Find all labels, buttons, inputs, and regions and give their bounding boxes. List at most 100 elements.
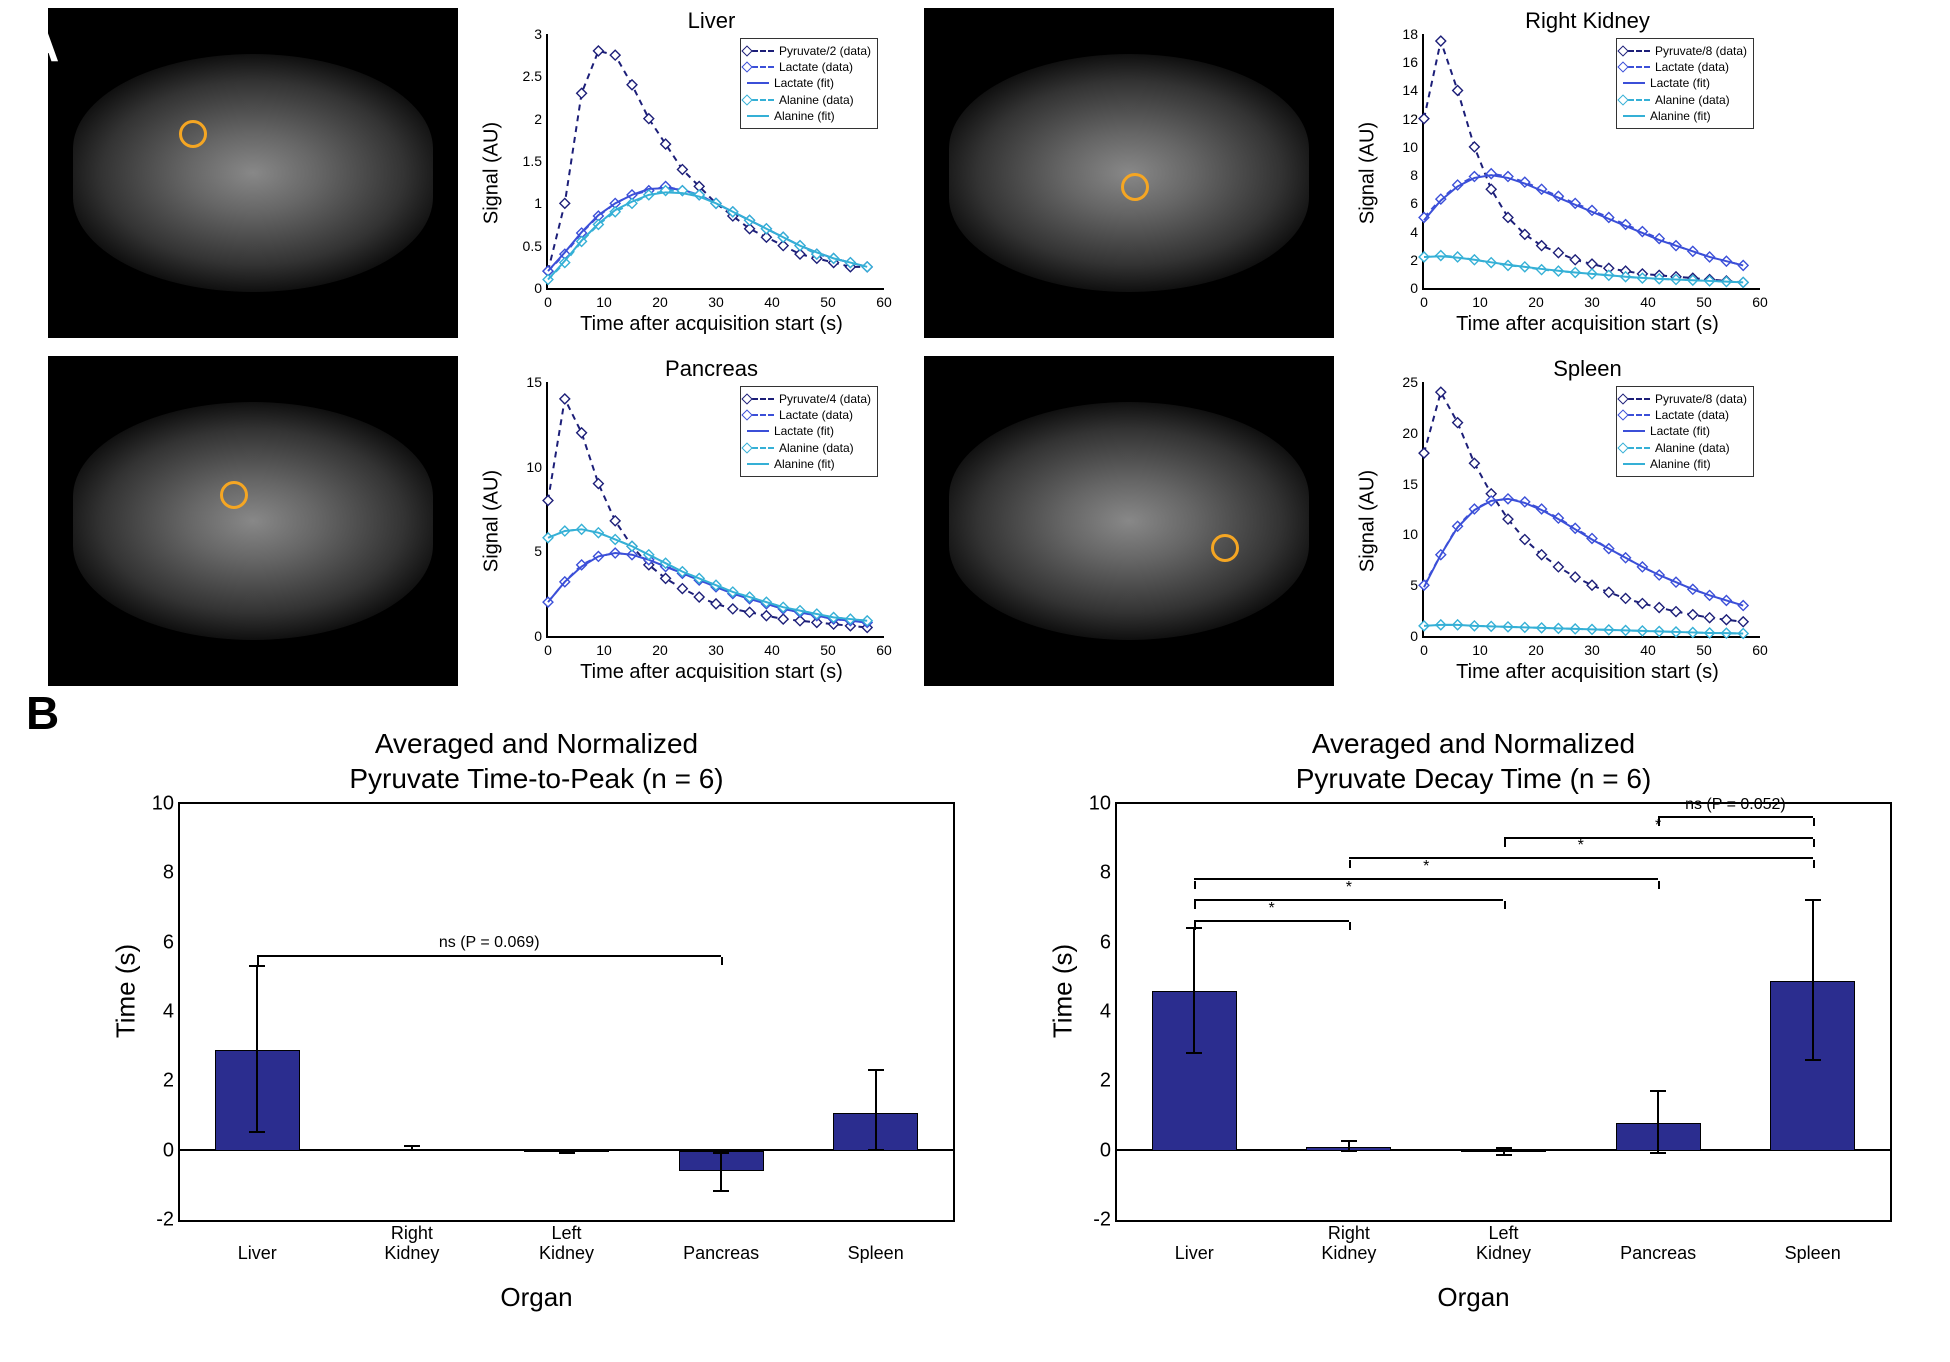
ytick: 14: [1384, 82, 1418, 98]
legend-item: Lactate (data): [747, 59, 871, 75]
category-label: RightKidney: [1289, 1224, 1409, 1264]
ytick: 0: [134, 1139, 174, 1162]
ytick: -2: [1071, 1209, 1111, 1232]
xtick: 30: [708, 294, 724, 310]
chart-right-kidney: Right Kidney Signal (AU) Time after acqu…: [1362, 8, 1772, 338]
xtick: 50: [820, 642, 836, 658]
ytick: 15: [508, 374, 542, 390]
significance-label: *: [1578, 837, 1584, 855]
xtick: 10: [596, 294, 612, 310]
ytick: 10: [1384, 139, 1418, 155]
legend: Pyruvate/8 (data)Lactate (data)Lactate (…: [1616, 38, 1754, 129]
xtick: 40: [1640, 294, 1656, 310]
chart-xlabel: Time after acquisition start (s): [580, 313, 843, 336]
ytick: 2.5: [508, 68, 542, 84]
ytick: 8: [1384, 167, 1418, 183]
ytick: 0: [508, 280, 542, 296]
significance-label: *: [1268, 900, 1274, 918]
xtick: 30: [708, 642, 724, 658]
legend-label: Pyruvate/8 (data): [1655, 391, 1747, 407]
legend-item: Alanine (fit): [1623, 456, 1747, 472]
xtick: 50: [820, 294, 836, 310]
chart-liver: Liver Signal (AU) Time after acquisition…: [486, 8, 896, 338]
bar-ylabel: Time (s): [1048, 944, 1079, 1038]
legend-item: Lactate (fit): [1623, 75, 1747, 91]
xtick: 0: [544, 642, 552, 658]
bar-xlabel: Organ: [108, 1282, 965, 1313]
roi-marker: [1121, 173, 1149, 201]
xtick: 10: [1472, 294, 1488, 310]
ytick: 3: [508, 26, 542, 42]
category-label: Liver: [197, 1244, 317, 1264]
ytick: 8: [134, 862, 174, 885]
mri-pancreas: [48, 356, 458, 686]
chart-ylabel: Signal (AU): [481, 122, 504, 224]
ytick: 6: [1384, 195, 1418, 211]
xtick: 40: [1640, 642, 1656, 658]
xtick: 60: [1752, 642, 1768, 658]
ytick: 16: [1384, 54, 1418, 70]
ytick: 2: [134, 1070, 174, 1093]
ytick: 5: [1384, 577, 1418, 593]
legend-item: Alanine (data): [747, 92, 871, 108]
legend-item: Lactate (data): [747, 407, 871, 423]
chart-xlabel: Time after acquisition start (s): [580, 661, 843, 684]
chart-ylabel: Signal (AU): [481, 470, 504, 572]
xtick: 0: [1420, 642, 1428, 658]
ytick: 10: [1071, 793, 1111, 816]
ytick: 10: [134, 793, 174, 816]
legend-item: Alanine (data): [747, 440, 871, 456]
ytick: 10: [1384, 526, 1418, 542]
category-label: LeftKidney: [507, 1224, 627, 1264]
legend-label: Alanine (data): [1655, 440, 1730, 456]
ytick: 6: [134, 931, 174, 954]
legend-item: Alanine (data): [1623, 440, 1747, 456]
legend-label: Lactate (fit): [774, 75, 834, 91]
panel-b-label: B: [26, 686, 59, 740]
significance-label: *: [1423, 858, 1429, 876]
ytick: 20: [1384, 425, 1418, 441]
ytick: 15: [1384, 476, 1418, 492]
chart-xlabel: Time after acquisition start (s): [1456, 661, 1719, 684]
panel-a-label: A: [26, 18, 59, 72]
legend-label: Lactate (data): [779, 59, 853, 75]
legend-label: Lactate (data): [779, 407, 853, 423]
legend: Pyruvate/4 (data)Lactate (data)Lactate (…: [740, 386, 878, 477]
chart-ylabel: Signal (AU): [1357, 122, 1380, 224]
xtick: 0: [1420, 294, 1428, 310]
legend-item: Alanine (fit): [747, 456, 871, 472]
category-label: Spleen: [816, 1244, 936, 1264]
legend-item: Lactate (fit): [1623, 423, 1747, 439]
legend-label: Lactate (fit): [1650, 75, 1710, 91]
legend-item: Alanine (data): [1623, 92, 1747, 108]
bar-chart-1: Averaged and NormalizedPyruvate Decay Ti…: [1045, 726, 1902, 1256]
legend-item: Lactate (data): [1623, 407, 1747, 423]
ytick: 18: [1384, 26, 1418, 42]
legend-label: Lactate (fit): [1650, 423, 1710, 439]
xtick: 20: [1528, 294, 1544, 310]
chart-pancreas: Pancreas Signal (AU) Time after acquisit…: [486, 356, 896, 686]
ytick: 25: [1384, 374, 1418, 390]
ytick: 8: [1071, 862, 1111, 885]
significance-label: *: [1346, 879, 1352, 897]
bar-chart-0: Averaged and NormalizedPyruvate Time-to-…: [108, 726, 965, 1256]
legend-label: Lactate (data): [1655, 59, 1729, 75]
bar-title: Averaged and NormalizedPyruvate Decay Ti…: [1045, 726, 1902, 796]
ytick: 12: [1384, 111, 1418, 127]
ytick: 0: [1384, 628, 1418, 644]
bar-ylabel: Time (s): [111, 944, 142, 1038]
xtick: 20: [1528, 642, 1544, 658]
panel-a: A Liver Signal (AU) Time after acquisiti…: [8, 8, 1942, 686]
xtick: 10: [1472, 642, 1488, 658]
xtick: 30: [1584, 294, 1600, 310]
legend-label: Pyruvate/8 (data): [1655, 43, 1747, 59]
ytick: 4: [1384, 224, 1418, 240]
xtick: 50: [1696, 642, 1712, 658]
legend-item: Alanine (fit): [747, 108, 871, 124]
ytick: 10: [508, 459, 542, 475]
xtick: 40: [764, 294, 780, 310]
bar-xlabel: Organ: [1045, 1282, 1902, 1313]
legend: Pyruvate/8 (data)Lactate (data)Lactate (…: [1616, 386, 1754, 477]
mri-right-kidney: [924, 8, 1334, 338]
xtick: 10: [596, 642, 612, 658]
